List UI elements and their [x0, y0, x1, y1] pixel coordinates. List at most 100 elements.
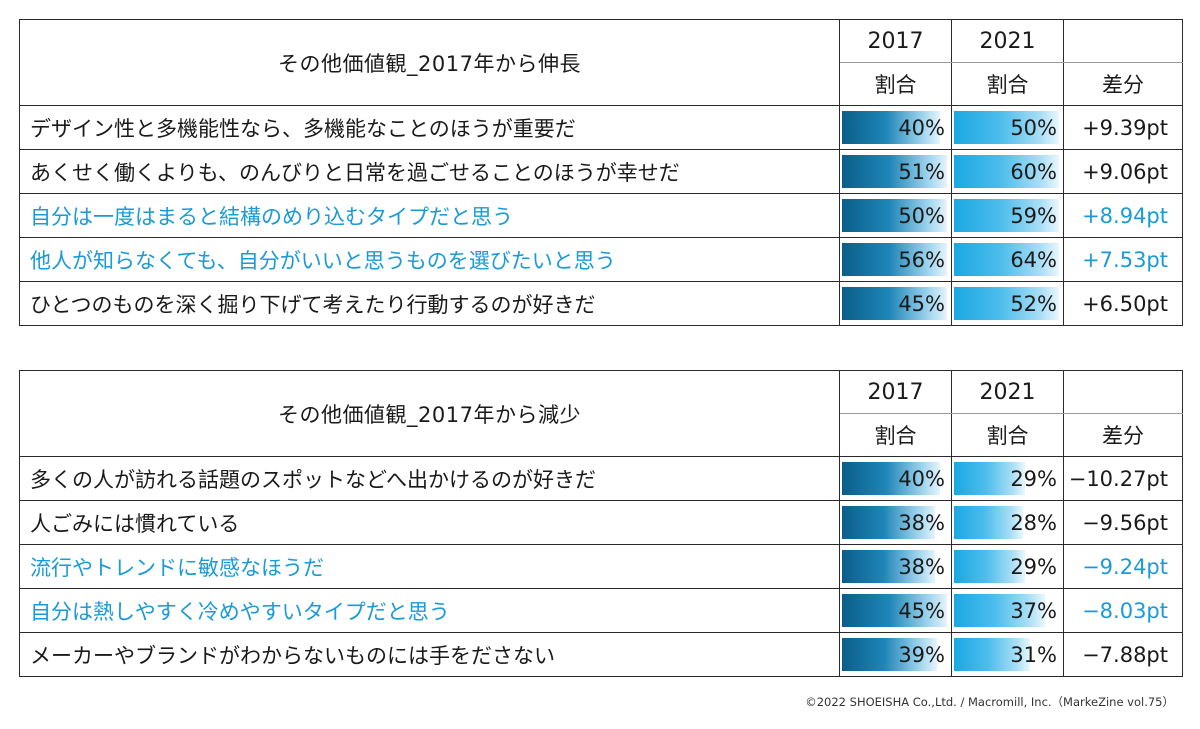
row-label: 他人が知らなくても、自分がいいと思うものを選びたいと思う	[19, 237, 840, 282]
year-header-2017: 2017	[839, 370, 952, 414]
diff-value: −7.88pt	[1063, 632, 1183, 677]
row-label: 自分は一度はまると結構のめり込むタイプだと思う	[19, 193, 840, 238]
value-label-2017: 45%	[898, 598, 945, 623]
value-label-2017: 50%	[898, 203, 945, 228]
bar-cell-2017: 39%	[839, 632, 952, 677]
row-label: 多くの人が訪れる話題のスポットなどへ出かけるのが好きだ	[19, 456, 840, 501]
bar-cell-2021: 64%	[951, 237, 1064, 282]
row-label: あくせく働くよりも、のんびりと日常を過ごせることのほうが幸せだ	[19, 149, 840, 194]
ratio-header: 割合	[839, 413, 952, 457]
bar-2017	[842, 638, 938, 671]
row-label: 自分は熱しやすく冷めやすいタイプだと思う	[19, 588, 840, 633]
bar-2017	[842, 594, 947, 627]
value-label-2017: 39%	[898, 642, 945, 667]
bar-2017	[842, 550, 936, 583]
value-label-2021: 52%	[1010, 291, 1057, 316]
bar-cell-2017: 45%	[839, 281, 952, 326]
bar-cell-2021: 50%	[951, 105, 1064, 150]
diff-header: 差分	[1063, 413, 1183, 457]
diff-value: +7.53pt	[1063, 237, 1183, 282]
value-label-2017: 40%	[898, 466, 945, 491]
value-label-2017: 45%	[898, 291, 945, 316]
table-row: ひとつのものを深く掘り下げて考えたり行動するのが好きだ 45% 52% +6.50pt	[19, 281, 1183, 326]
value-label-2021: 37%	[1010, 598, 1057, 623]
credit-text: ©2022 SHOEISHA Co.,Ltd. / Macromill, Inc…	[805, 695, 1174, 709]
value-label-2021: 50%	[1010, 115, 1057, 140]
value-label-2021: 29%	[1010, 466, 1057, 491]
bar-2017	[842, 287, 947, 320]
value-label-2021: 59%	[1010, 203, 1057, 228]
bar-cell-2021: 60%	[951, 149, 1064, 194]
value-label-2017: 40%	[898, 115, 945, 140]
bar-cell-2021: 31%	[951, 632, 1064, 677]
diff-header: 差分	[1063, 62, 1183, 106]
value-label-2021: 31%	[1010, 642, 1057, 667]
bar-2017	[842, 506, 936, 539]
table-title: その他価値観_2017年から伸長	[19, 19, 840, 106]
table-title: その他価値観_2017年から減少	[19, 370, 840, 457]
bar-cell-2017: 50%	[839, 193, 952, 238]
diff-value: +9.39pt	[1063, 105, 1183, 150]
table-row: 自分は一度はまると結構のめり込むタイプだと思う 50% 59% +8.94pt	[19, 193, 1183, 238]
bar-cell-2017: 51%	[839, 149, 952, 194]
diff-value: +6.50pt	[1063, 281, 1183, 326]
diff-value: +8.94pt	[1063, 193, 1183, 238]
row-label: 流行やトレンドに敏感なほうだ	[19, 544, 840, 589]
bar-cell-2021: 29%	[951, 456, 1064, 501]
ratio-header: 割合	[951, 62, 1064, 106]
diff-value: −9.56pt	[1063, 500, 1183, 545]
bar-cell-2017: 56%	[839, 237, 952, 282]
value-label-2021: 29%	[1010, 554, 1057, 579]
value-label-2017: 38%	[898, 554, 945, 579]
bar-2021	[954, 155, 1059, 188]
diff-value: −10.27pt	[1063, 456, 1183, 501]
bar-cell-2021: 52%	[951, 281, 1064, 326]
table-row: 多くの人が訪れる話題のスポットなどへ出かけるのが好きだ 40% 29% −10.27p…	[19, 456, 1183, 501]
table-row: メーカーやブランドがわからないものには手をださない 39% 31% −7.88pt	[19, 632, 1183, 677]
diff-value: −8.03pt	[1063, 588, 1183, 633]
bar-2021	[954, 550, 1025, 583]
bar-cell-2017: 38%	[839, 544, 952, 589]
table-row: 流行やトレンドに敏感なほうだ 38% 29% −9.24pt	[19, 544, 1183, 589]
year-header-2021: 2021	[951, 19, 1064, 63]
table-row: 人ごみには慣れている 38% 28% −9.56pt	[19, 500, 1183, 545]
bar-2017	[842, 462, 940, 495]
bar-cell-2017: 40%	[839, 105, 952, 150]
table-row: あくせく働くよりも、のんびりと日常を過ごせることのほうが幸せだ 51% 60% +9.…	[19, 149, 1183, 194]
value-label-2017: 56%	[898, 247, 945, 272]
bar-2017	[842, 111, 940, 144]
year-header-2017: 2017	[839, 19, 952, 63]
bar-cell-2021: 28%	[951, 500, 1064, 545]
bar-cell-2017: 45%	[839, 588, 952, 633]
row-label: ひとつのものを深く掘り下げて考えたり行動するのが好きだ	[19, 281, 840, 326]
row-label: メーカーやブランドがわからないものには手をださない	[19, 632, 840, 677]
bar-2021	[954, 594, 1045, 627]
bar-2017	[842, 243, 947, 276]
bar-cell-2017: 40%	[839, 456, 952, 501]
year-header-blank	[1063, 370, 1183, 414]
bar-2021	[954, 638, 1030, 671]
bar-2017	[842, 199, 947, 232]
bar-2021	[954, 506, 1023, 539]
year-header-blank	[1063, 19, 1183, 63]
diff-value: +9.06pt	[1063, 149, 1183, 194]
bar-2017	[842, 155, 947, 188]
bar-cell-2017: 38%	[839, 500, 952, 545]
diff-value: −9.24pt	[1063, 544, 1183, 589]
value-label-2017: 51%	[898, 159, 945, 184]
value-label-2021: 64%	[1010, 247, 1057, 272]
value-label-2021: 28%	[1010, 510, 1057, 535]
bar-2021	[954, 287, 1059, 320]
bar-cell-2021: 59%	[951, 193, 1064, 238]
row-label: 人ごみには慣れている	[19, 500, 840, 545]
bar-2021	[954, 462, 1025, 495]
table-row: 自分は熱しやすく冷めやすいタイプだと思う 45% 37% −8.03pt	[19, 588, 1183, 633]
bar-2021	[954, 199, 1059, 232]
table-row: デザイン性と多機能性なら、多機能なことのほうが重要だ 40% 50% +9.39pt	[19, 105, 1183, 150]
bar-cell-2021: 29%	[951, 544, 1064, 589]
ratio-header: 割合	[951, 413, 1064, 457]
ratio-header: 割合	[839, 62, 952, 106]
table-growth: その他価値観_2017年から伸長 2017 2021 割合 割合 差分 デザイン性と多機能性…	[19, 19, 1183, 326]
bar-cell-2021: 37%	[951, 588, 1064, 633]
table-row: 他人が知らなくても、自分がいいと思うものを選びたいと思う 56% 64% +7.53p…	[19, 237, 1183, 282]
